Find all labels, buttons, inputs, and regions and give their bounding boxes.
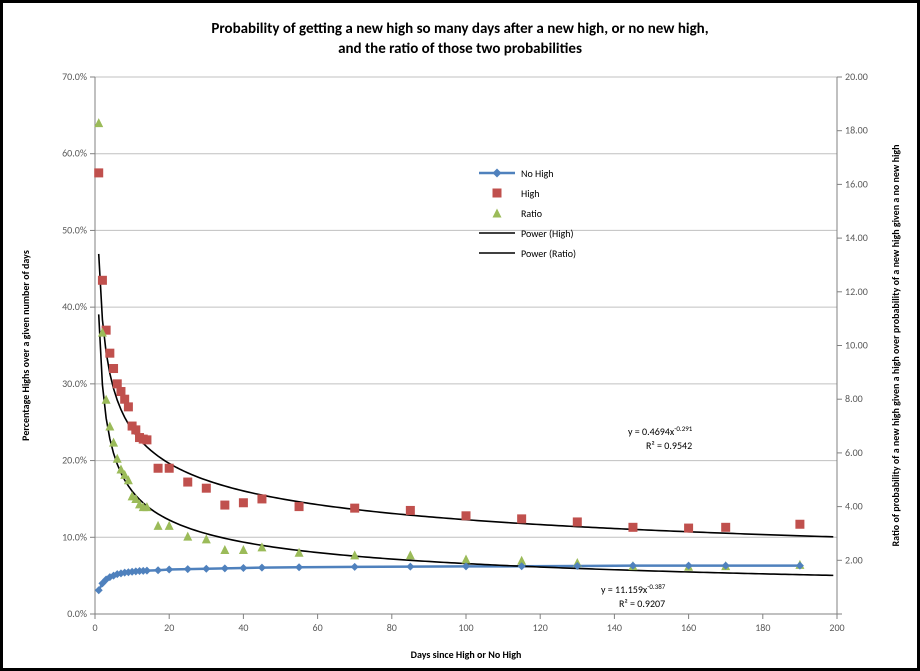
y-left-tick-label: 60.0% — [62, 147, 87, 160]
y-right-tick-label: 10.00 — [845, 339, 868, 352]
y-left-tick-label: 20.0% — [62, 454, 87, 467]
x-tick-label: 200 — [829, 621, 844, 634]
x-tick-label: 60 — [313, 621, 323, 634]
x-tick-label: 120 — [533, 621, 548, 634]
series-high-marker — [165, 464, 174, 473]
y-right-tick-label: 20.00 — [845, 70, 868, 83]
series-high-marker — [120, 395, 129, 404]
y-left-tick-label: 40.0% — [62, 300, 87, 313]
series-high-marker — [105, 349, 114, 358]
series-high-marker — [295, 502, 304, 511]
series-high-marker — [124, 402, 133, 411]
series-high-marker — [721, 523, 730, 532]
y-left-tick-label: 0.0% — [67, 607, 87, 620]
series-high-marker — [795, 520, 804, 529]
series-high-marker — [257, 494, 266, 503]
probability-chart: 0 20 40 60 80 100 120 140 160 180 200 0.0% 10.0% 20.0… — [3, 3, 917, 668]
x-tick-label: 160 — [681, 621, 696, 634]
series-high-marker — [98, 276, 107, 285]
series-high-marker — [406, 506, 415, 515]
series-high-marker — [350, 504, 359, 513]
y-left-tick-label: 50.0% — [62, 223, 87, 236]
svg-text:R² = 0.9207: R² = 0.9207 — [619, 597, 665, 610]
legend-label: Ratio — [521, 207, 542, 220]
y-right-tick-label: 8.00 — [845, 392, 863, 405]
x-axis-label: Days since High or No High — [411, 648, 522, 661]
y-left-tick-label: 10.0% — [62, 530, 87, 543]
y-right-axis-label: Ratio of probability of a new high given… — [889, 144, 902, 546]
series-high-marker — [113, 379, 122, 388]
series-high-marker — [220, 501, 229, 510]
x-tick-label: 100 — [458, 621, 473, 634]
series-high-marker — [154, 464, 163, 473]
x-tick-label: 80 — [387, 621, 397, 634]
x-tick-label: 20 — [164, 621, 174, 634]
series-high-marker — [116, 387, 125, 396]
legend-label: Power (Ratio) — [521, 247, 576, 260]
y-right-tick-label: 2.00 — [845, 553, 863, 566]
series-high-marker — [239, 498, 248, 507]
legend-label: No High — [521, 167, 553, 180]
y-right-tick-label: 12.00 — [845, 285, 868, 298]
series-high-marker — [142, 435, 151, 444]
series-high-marker — [109, 364, 118, 373]
series-high-marker — [517, 514, 526, 523]
legend-label: Power (High) — [521, 227, 574, 240]
y-right-tick-label: 6.00 — [845, 446, 863, 459]
x-tick-label: 180 — [755, 621, 770, 634]
series-high-marker — [573, 517, 582, 526]
series-high-marker — [94, 168, 103, 177]
y-right-tick-label: 18.00 — [845, 124, 868, 137]
x-tick-label: 140 — [607, 621, 622, 634]
series-high-marker — [183, 478, 192, 487]
y-left-axis-label: Percentage Highs over a given number of … — [19, 250, 32, 441]
y-left-tick-label: 70.0% — [62, 70, 87, 83]
y-right-tick-label: 16.00 — [845, 177, 868, 190]
x-tick-label: 40 — [238, 621, 248, 634]
x-tick-label: 0 — [92, 621, 97, 634]
y-left-tick-label: 30.0% — [62, 377, 87, 390]
y-right-tick-label: 14.00 — [845, 231, 868, 244]
series-high-marker — [462, 511, 471, 520]
chart-container: 0 20 40 60 80 100 120 140 160 180 200 0.0% 10.0% 20.0… — [0, 0, 920, 671]
y-right-tick-label: 4.00 — [845, 500, 863, 513]
series-high-marker — [628, 523, 637, 532]
svg-text:R² = 0.9542: R² = 0.9542 — [646, 439, 692, 452]
series-high-marker — [131, 425, 140, 434]
series-high-marker — [202, 484, 211, 493]
legend-label: High — [521, 187, 540, 200]
series-high-marker — [684, 524, 693, 533]
